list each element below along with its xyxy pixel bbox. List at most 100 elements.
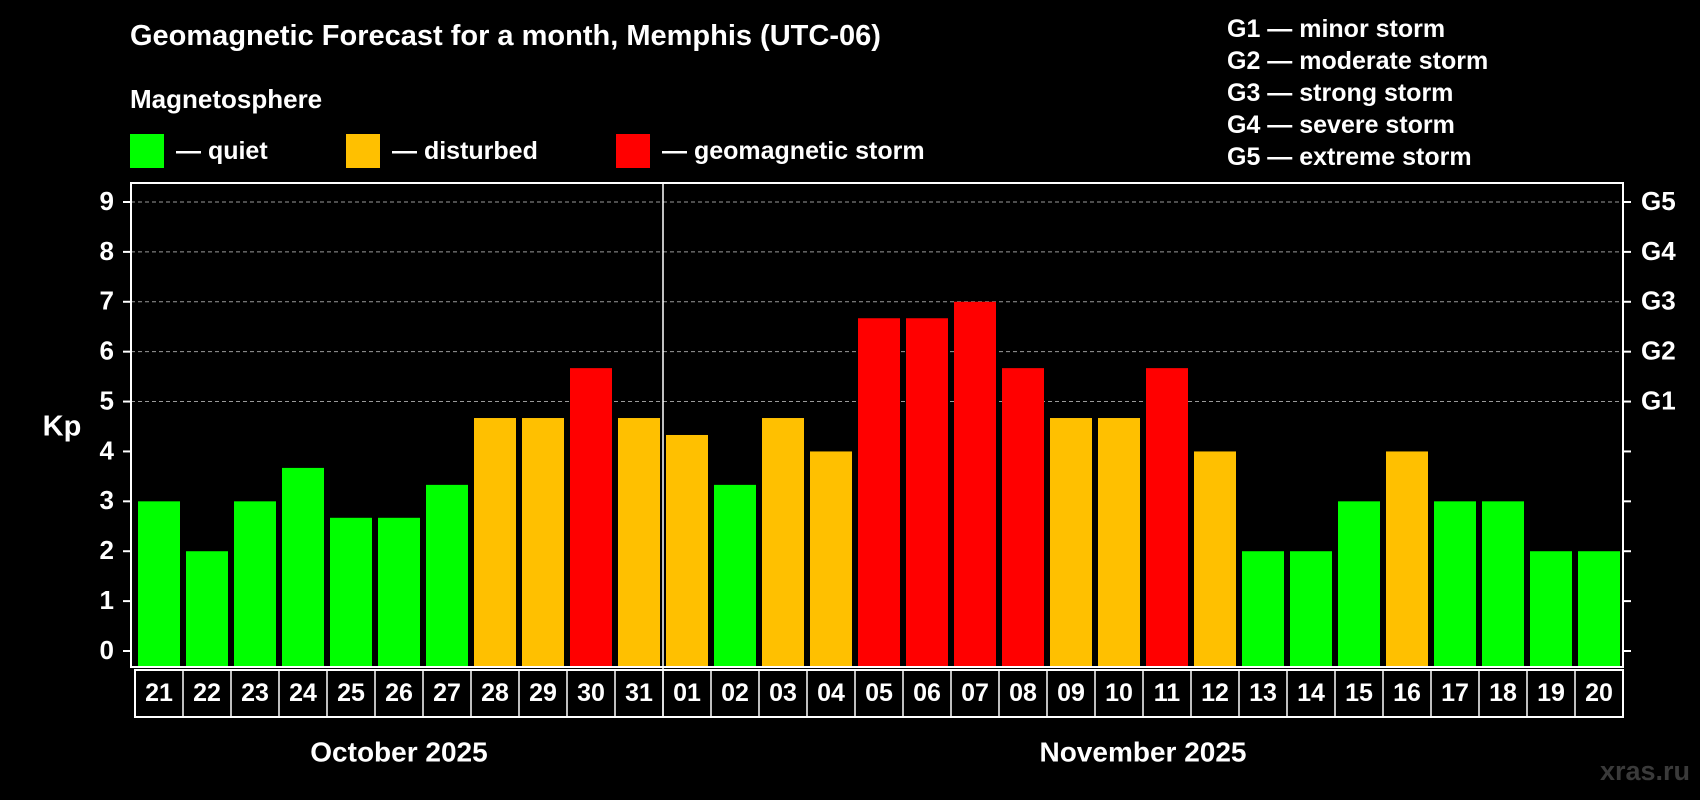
g-label-G2: G2 bbox=[1641, 336, 1676, 366]
legend-item-disturbed: — disturbed bbox=[346, 134, 538, 168]
bar-24 bbox=[282, 467, 324, 667]
day-strip bbox=[134, 669, 1624, 718]
day-label-01: 01 bbox=[673, 679, 701, 707]
day-label-06: 06 bbox=[913, 679, 941, 707]
day-label-07: 07 bbox=[961, 679, 989, 707]
ytick-label-1: 1 bbox=[100, 585, 114, 615]
day-label-04: 04 bbox=[817, 679, 845, 707]
bar-27 bbox=[426, 484, 468, 667]
bar-28 bbox=[474, 418, 516, 667]
day-label-27: 27 bbox=[433, 679, 461, 707]
bar-06 bbox=[906, 318, 948, 667]
bar-13 bbox=[1242, 551, 1284, 667]
watermark: xras.ru bbox=[1599, 756, 1690, 786]
day-label-05: 05 bbox=[865, 679, 893, 707]
bar-01 bbox=[666, 434, 708, 667]
g-label-G5: G5 bbox=[1641, 186, 1676, 216]
day-label-11: 11 bbox=[1154, 679, 1181, 707]
g-label-G4: G4 bbox=[1641, 236, 1676, 266]
bar-19 bbox=[1530, 551, 1572, 667]
day-label-17: 17 bbox=[1441, 679, 1469, 707]
g-scale-g1: G1 — minor storm bbox=[1227, 15, 1446, 43]
legend-item-storm: — geomagnetic storm bbox=[616, 134, 925, 168]
day-label-13: 13 bbox=[1249, 679, 1277, 707]
day-label-21: 21 bbox=[145, 679, 173, 707]
bar-26 bbox=[378, 517, 420, 667]
bar-21 bbox=[138, 501, 180, 667]
ytick-label-5: 5 bbox=[100, 385, 114, 415]
bar-25 bbox=[330, 517, 372, 667]
legend-swatch-disturbed bbox=[346, 134, 380, 168]
bar-23 bbox=[234, 501, 276, 667]
day-label-25: 25 bbox=[337, 679, 365, 707]
bar-30 bbox=[570, 368, 612, 667]
bar-10 bbox=[1098, 418, 1140, 667]
day-label-19: 19 bbox=[1537, 679, 1565, 707]
ytick-label-9: 9 bbox=[100, 186, 114, 216]
legend-item-quiet: — quiet bbox=[130, 134, 268, 168]
g-scale-g2: G2 — moderate storm bbox=[1227, 47, 1489, 75]
legend-label-quiet: — quiet bbox=[176, 136, 268, 165]
bar-22 bbox=[186, 551, 228, 667]
ytick-label-0: 0 bbox=[100, 635, 114, 665]
bar-12 bbox=[1194, 451, 1236, 667]
day-label-08: 08 bbox=[1009, 679, 1037, 707]
g-scale-g3: G3 — strong storm bbox=[1227, 79, 1454, 107]
legend-label-storm: — geomagnetic storm bbox=[662, 136, 925, 165]
day-label-28: 28 bbox=[481, 679, 509, 707]
bar-11 bbox=[1146, 368, 1188, 667]
month-label-0: October 2025 bbox=[310, 736, 487, 767]
day-label-15: 15 bbox=[1345, 679, 1373, 707]
day-label-31: 31 bbox=[625, 679, 653, 707]
day-label-09: 09 bbox=[1057, 679, 1085, 707]
ytick-label-3: 3 bbox=[100, 485, 114, 515]
day-label-29: 29 bbox=[529, 679, 557, 707]
day-label-18: 18 bbox=[1489, 679, 1517, 707]
g-scale-g4: G4 — severe storm bbox=[1227, 111, 1455, 139]
day-label-03: 03 bbox=[769, 679, 797, 707]
bar-08 bbox=[1002, 368, 1044, 667]
legend-swatch-storm bbox=[616, 134, 650, 168]
day-label-10: 10 bbox=[1105, 679, 1133, 707]
g-scale-legend: G1 — minor storm G2 — moderate storm G3 … bbox=[1227, 13, 1488, 173]
bar-04 bbox=[810, 451, 852, 667]
day-label-02: 02 bbox=[721, 679, 749, 707]
bar-07 bbox=[954, 301, 996, 667]
bar-03 bbox=[762, 418, 804, 667]
bar-09 bbox=[1050, 418, 1092, 667]
g-label-G1: G1 bbox=[1641, 385, 1676, 415]
bar-02 bbox=[714, 484, 756, 667]
ytick-label-4: 4 bbox=[100, 435, 115, 465]
ytick-label-8: 8 bbox=[100, 236, 114, 266]
day-label-12: 12 bbox=[1201, 679, 1229, 707]
day-label-20: 20 bbox=[1585, 679, 1613, 707]
y-axis-label: Kp bbox=[43, 411, 82, 443]
plot-frame bbox=[130, 182, 1624, 668]
day-label-22: 22 bbox=[193, 679, 221, 707]
chart-subtitle: Magnetosphere bbox=[130, 84, 323, 114]
ytick-label-7: 7 bbox=[100, 286, 114, 316]
g-scale-g5: G5 — extreme storm bbox=[1227, 143, 1472, 171]
legend-label-disturbed: — disturbed bbox=[392, 136, 538, 165]
bar-16 bbox=[1386, 451, 1428, 667]
bar-18 bbox=[1482, 501, 1524, 667]
day-label-30: 30 bbox=[577, 679, 605, 707]
day-label-23: 23 bbox=[241, 679, 269, 707]
bar-17 bbox=[1434, 501, 1476, 667]
day-label-26: 26 bbox=[385, 679, 413, 707]
bar-31 bbox=[618, 418, 660, 667]
day-label-16: 16 bbox=[1393, 679, 1421, 707]
legend-swatch-quiet bbox=[130, 134, 164, 168]
chart-title: Geomagnetic Forecast for a month, Memphi… bbox=[130, 20, 881, 52]
bar-05 bbox=[858, 318, 900, 667]
g-label-G3: G3 bbox=[1641, 286, 1676, 316]
ytick-label-2: 2 bbox=[100, 535, 114, 565]
bar-14 bbox=[1290, 551, 1332, 667]
bar-20 bbox=[1578, 551, 1620, 667]
month-label-1: November 2025 bbox=[1039, 736, 1246, 767]
bar-29 bbox=[522, 418, 564, 667]
day-label-14: 14 bbox=[1297, 679, 1325, 707]
day-label-24: 24 bbox=[289, 679, 317, 707]
bar-15 bbox=[1338, 501, 1380, 667]
